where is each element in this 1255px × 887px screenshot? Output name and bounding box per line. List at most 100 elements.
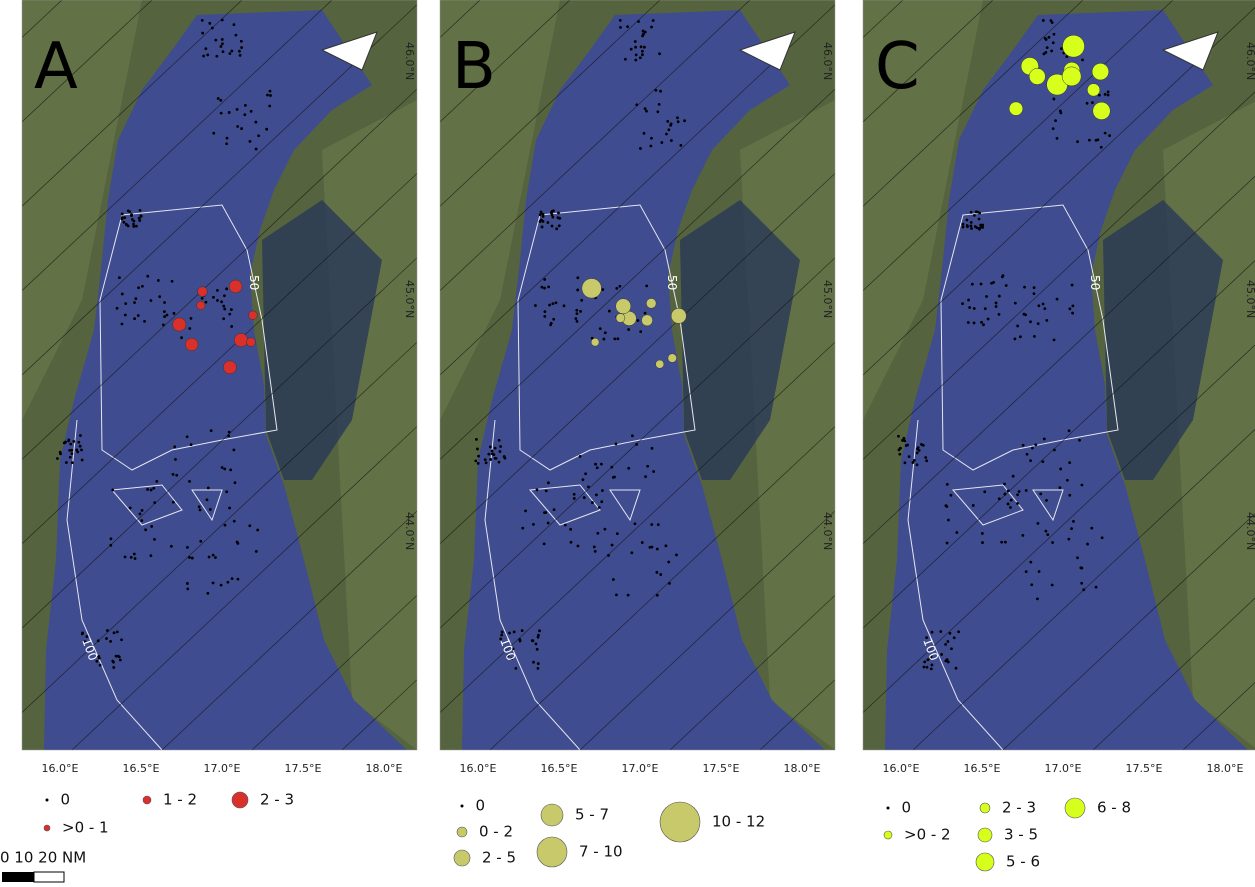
- survey-point: [1016, 493, 1019, 496]
- survey-point: [1025, 489, 1028, 492]
- lon-label: 17.0°E: [622, 762, 659, 775]
- survey-point: [634, 522, 637, 525]
- survey-point: [188, 327, 191, 330]
- survey-point: [235, 34, 238, 37]
- survey-point: [77, 441, 80, 444]
- survey-point: [237, 578, 240, 581]
- survey-point: [906, 444, 909, 447]
- survey-point: [1053, 98, 1056, 101]
- survey-point: [231, 577, 234, 580]
- survey-point: [199, 508, 202, 511]
- survey-point: [173, 445, 176, 448]
- legend-label: 1 - 2: [163, 791, 197, 809]
- lat-label: 44.0°N: [821, 512, 834, 550]
- survey-point: [1086, 543, 1089, 546]
- legend-label: 5 - 7: [575, 806, 609, 824]
- survey-point: [913, 459, 916, 462]
- survey-point: [1104, 93, 1107, 96]
- survey-point: [163, 310, 166, 313]
- legend-symbol: [1065, 798, 1085, 818]
- survey-point: [667, 561, 670, 564]
- legend-label: 10 - 12: [712, 813, 765, 831]
- survey-point: [68, 449, 71, 452]
- survey-point: [973, 214, 976, 217]
- lon-label: 16.5°E: [541, 762, 578, 775]
- survey-point: [992, 281, 995, 284]
- survey-point: [576, 320, 579, 323]
- positive-point: [173, 318, 186, 331]
- survey-point: [223, 308, 226, 311]
- survey-point: [1071, 284, 1074, 287]
- survey-point: [109, 640, 112, 643]
- legend-symbol: [976, 853, 994, 871]
- survey-point: [639, 147, 642, 150]
- panel-letter: B: [452, 30, 496, 104]
- survey-point: [256, 529, 259, 532]
- survey-point: [491, 452, 494, 455]
- survey-point: [216, 289, 219, 292]
- legend-label: 0 - 2: [479, 823, 513, 841]
- survey-point: [569, 528, 572, 531]
- survey-point: [945, 505, 948, 508]
- survey-point: [619, 26, 622, 29]
- survey-point: [257, 134, 260, 137]
- figure: 0 10 20 NM A5010016.0°E16.5°E17.0°E17.5°…: [0, 0, 1255, 887]
- survey-point: [162, 324, 165, 327]
- survey-point: [198, 505, 201, 508]
- survey-point: [1068, 461, 1071, 464]
- survey-point: [555, 227, 558, 230]
- survey-point: [532, 661, 535, 664]
- contour-label: 50: [247, 275, 261, 290]
- lat-label: 44.0°N: [403, 512, 416, 550]
- survey-point: [1034, 443, 1037, 446]
- survey-point: [980, 321, 983, 324]
- survey-point: [240, 127, 243, 130]
- survey-point: [141, 509, 144, 512]
- survey-point: [982, 323, 985, 326]
- survey-point: [646, 465, 649, 468]
- survey-point: [596, 466, 599, 469]
- survey-point: [1100, 146, 1103, 149]
- positive-point: [197, 301, 205, 309]
- survey-point: [1023, 313, 1026, 316]
- survey-point: [485, 461, 488, 464]
- survey-point: [503, 455, 506, 458]
- survey-point: [186, 546, 189, 549]
- survey-point: [603, 338, 606, 341]
- survey-point: [556, 216, 559, 219]
- survey-point: [228, 313, 231, 316]
- legend-symbol: [232, 792, 248, 808]
- survey-point: [489, 446, 492, 449]
- survey-point: [962, 226, 965, 229]
- survey-point: [637, 319, 640, 322]
- survey-point: [518, 638, 521, 641]
- positive-point: [591, 338, 599, 346]
- legend-symbol: [660, 802, 700, 842]
- survey-point: [56, 457, 59, 460]
- survey-point: [634, 59, 637, 62]
- survey-point: [644, 312, 647, 315]
- survey-point: [1007, 503, 1010, 506]
- lon-label: 18.0°E: [1207, 762, 1244, 775]
- survey-point: [946, 658, 949, 661]
- survey-point: [975, 211, 978, 214]
- survey-point: [637, 20, 640, 23]
- survey-point: [163, 301, 166, 304]
- survey-point: [624, 58, 627, 61]
- legend-label: >0 - 2: [904, 826, 951, 844]
- survey-point: [970, 211, 973, 214]
- survey-point: [1037, 304, 1040, 307]
- survey-point: [206, 54, 209, 57]
- survey-point: [233, 520, 236, 523]
- positive-point: [1063, 35, 1085, 57]
- survey-point: [973, 307, 976, 310]
- survey-point: [543, 278, 546, 281]
- survey-point: [1068, 494, 1071, 497]
- survey-point: [1044, 37, 1047, 40]
- legend-label: 3 - 5: [1004, 826, 1038, 844]
- legend-label: 5 - 6: [1006, 853, 1040, 871]
- survey-point: [212, 296, 215, 299]
- survey-point: [645, 110, 648, 113]
- survey-point: [113, 631, 116, 634]
- survey-point: [600, 500, 603, 503]
